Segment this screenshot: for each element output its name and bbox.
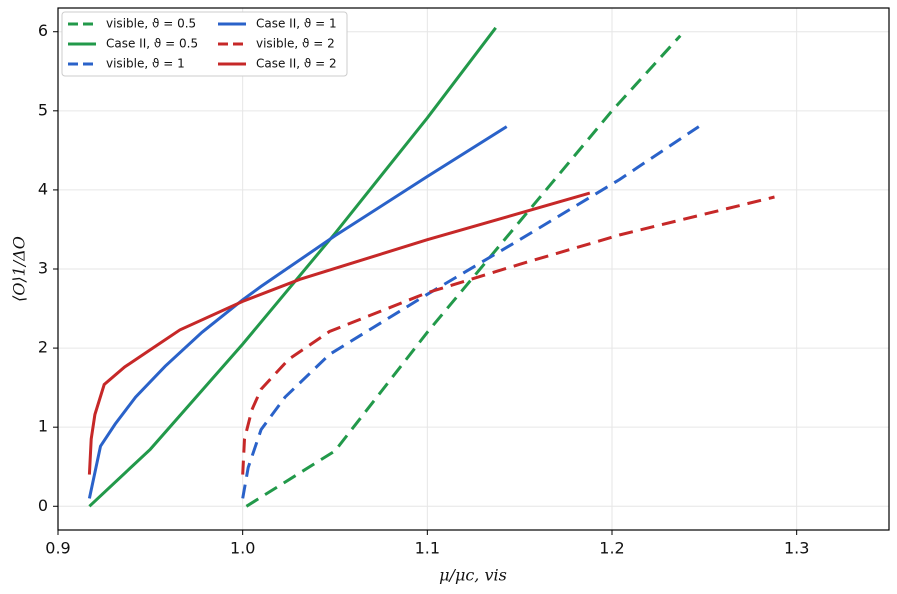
y-tick-label: 6	[38, 21, 48, 40]
line-series	[241, 195, 775, 475]
x-tick-label: 1.1	[415, 539, 440, 558]
line-series	[241, 125, 700, 499]
legend-label: visible, ϑ = 0.5	[106, 17, 196, 31]
x-tick-label: 1.0	[230, 539, 255, 558]
legend-label: visible, ϑ = 1	[106, 57, 185, 71]
legend-label: Case II, ϑ = 1	[256, 17, 337, 31]
x-tick-label: 1.3	[784, 539, 809, 558]
legend-box	[61, 11, 348, 77]
legend-label: Case II, ϑ = 2	[256, 57, 337, 71]
plot-frame	[57, 7, 890, 531]
x-tick-label: 0.9	[45, 539, 70, 558]
x-tick-label: 1.2	[599, 539, 624, 558]
y-tick-label: 0	[38, 496, 48, 515]
y-tick-label: 3	[38, 259, 48, 278]
line-series	[87, 191, 591, 475]
line-series	[88, 26, 497, 508]
legend-label: Case II, ϑ = 0.5	[106, 37, 198, 51]
line-series	[87, 125, 508, 499]
legend: visible, ϑ = 0.5 Case II, ϑ = 0.5 visible,…	[61, 11, 348, 77]
y-tick-label: 4	[38, 179, 48, 198]
x-axis-label: μ/μc, vis	[439, 566, 507, 585]
y-axis-label: ⟨O⟩1/ΔO	[10, 236, 29, 302]
line-series	[245, 34, 682, 508]
y-tick-label: 1	[38, 417, 48, 436]
y-tick-label: 2	[38, 338, 48, 357]
legend-label: visible, ϑ = 2	[256, 37, 335, 51]
y-tick-label: 5	[38, 100, 48, 119]
